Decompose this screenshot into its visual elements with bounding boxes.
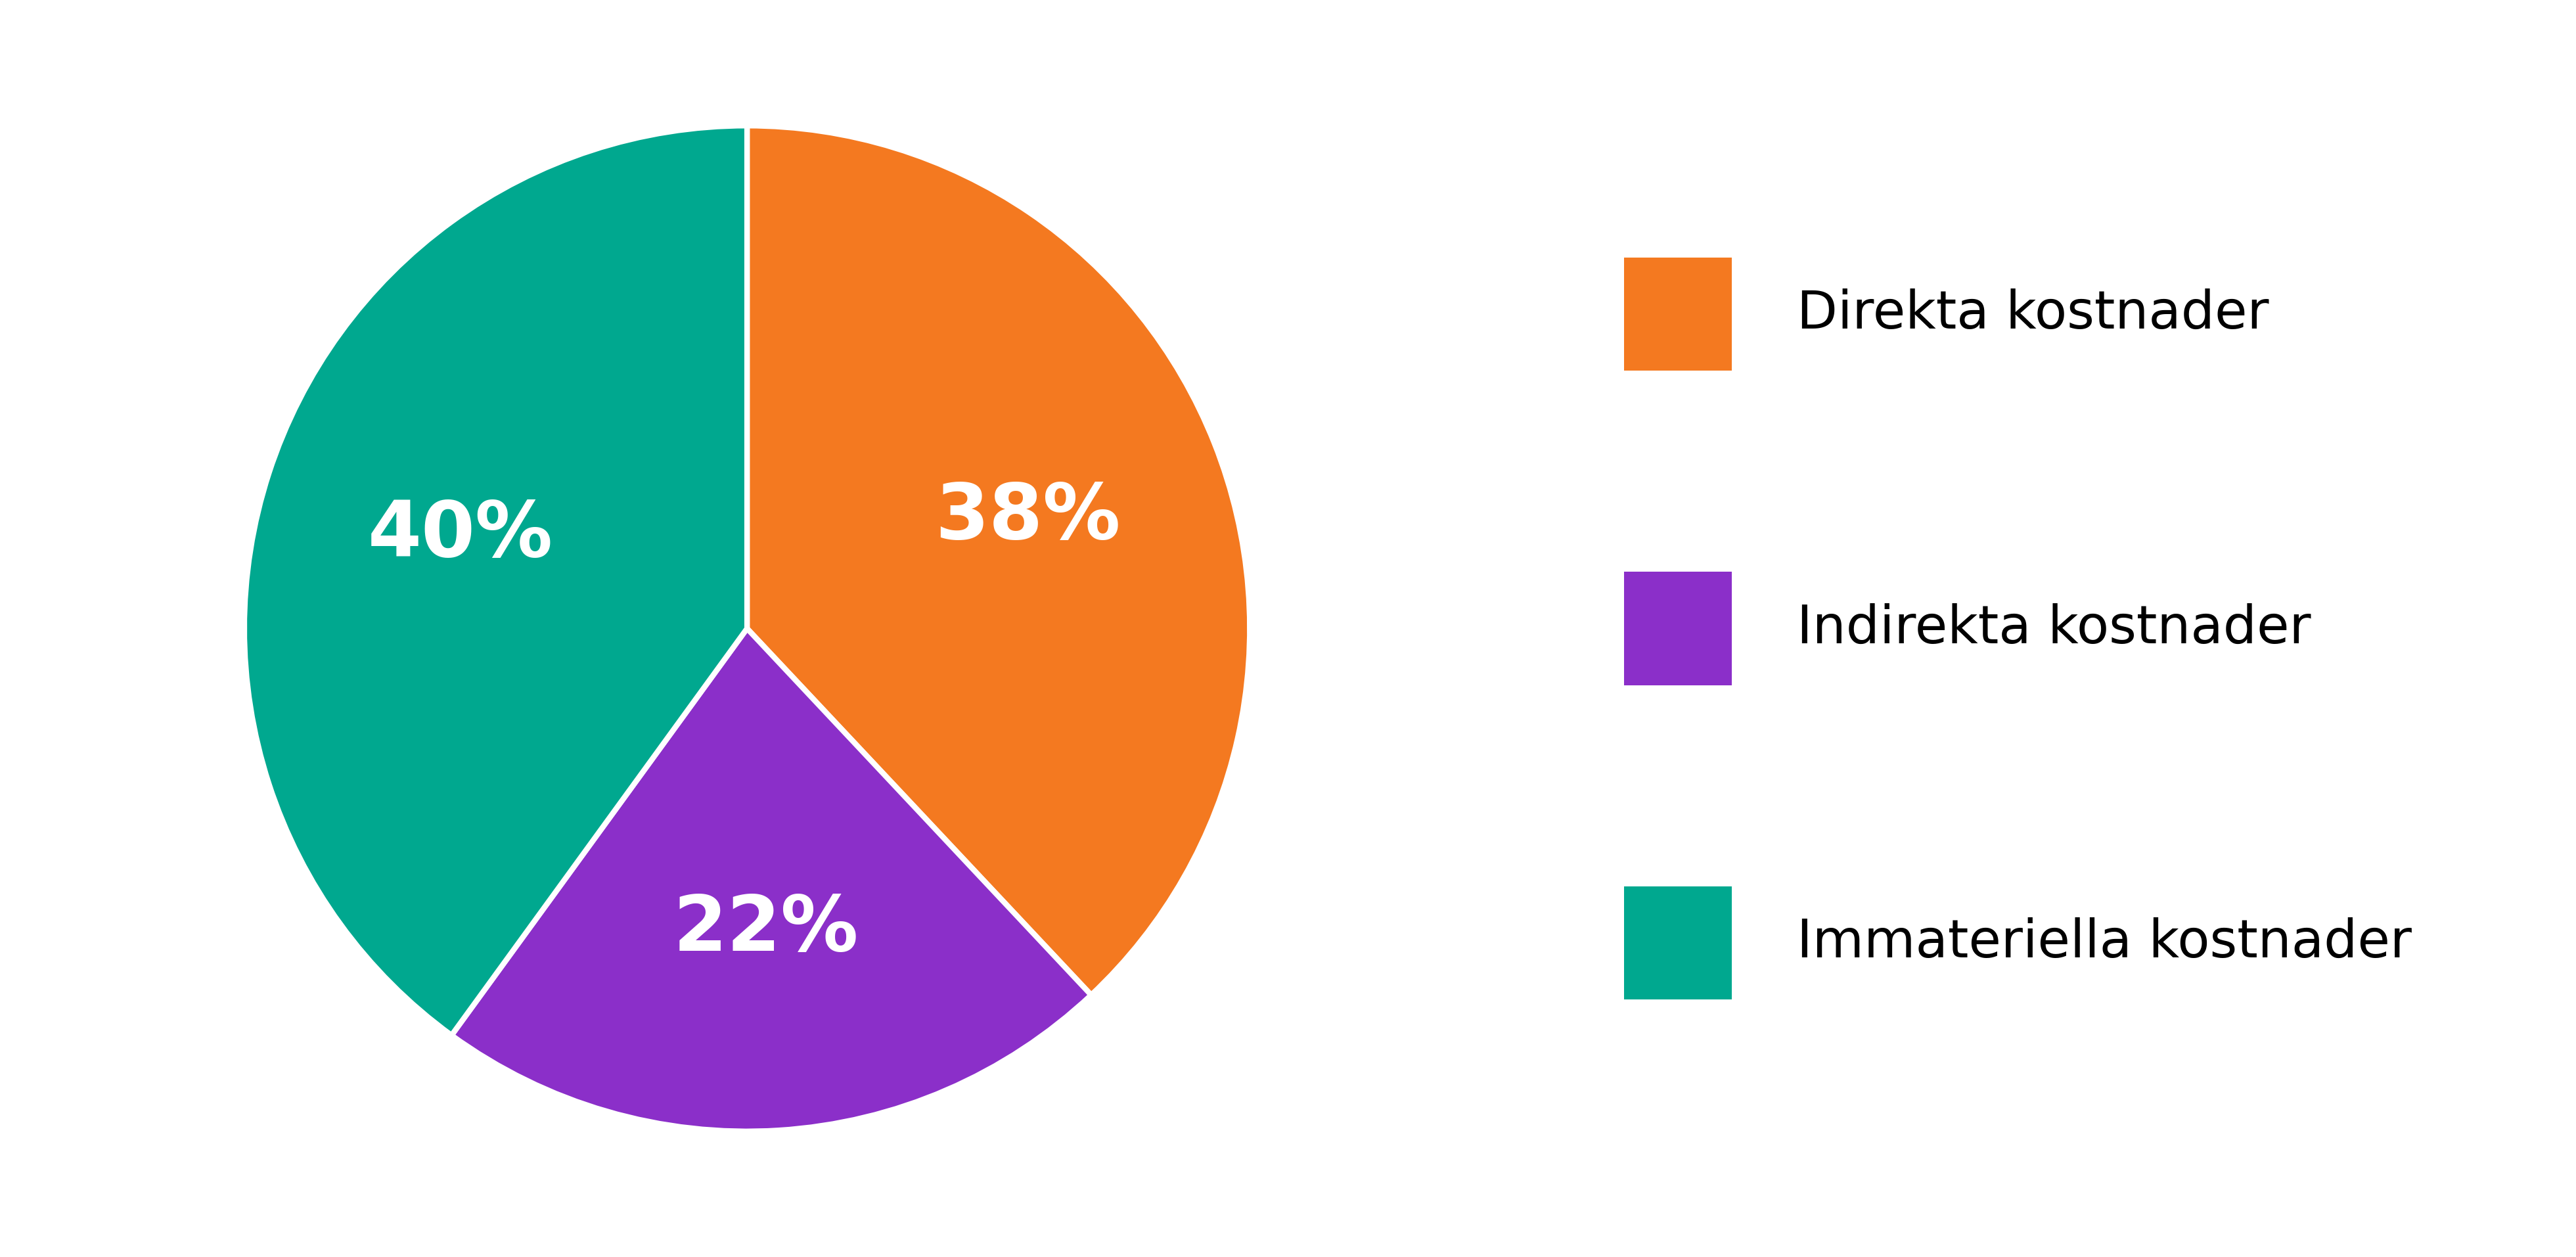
FancyBboxPatch shape <box>1623 572 1731 685</box>
FancyBboxPatch shape <box>1623 258 1731 371</box>
Text: Indirekta kostnader: Indirekta kostnader <box>1798 603 2311 654</box>
FancyBboxPatch shape <box>1623 886 1731 999</box>
Text: Immateriella kostnader: Immateriella kostnader <box>1798 918 2411 968</box>
Wedge shape <box>451 628 1092 1131</box>
Wedge shape <box>747 126 1249 996</box>
Wedge shape <box>245 126 747 1036</box>
Text: 40%: 40% <box>368 498 554 573</box>
Text: 38%: 38% <box>935 480 1121 556</box>
Text: Direkta kostnader: Direkta kostnader <box>1798 289 2269 339</box>
Text: 22%: 22% <box>672 891 858 968</box>
